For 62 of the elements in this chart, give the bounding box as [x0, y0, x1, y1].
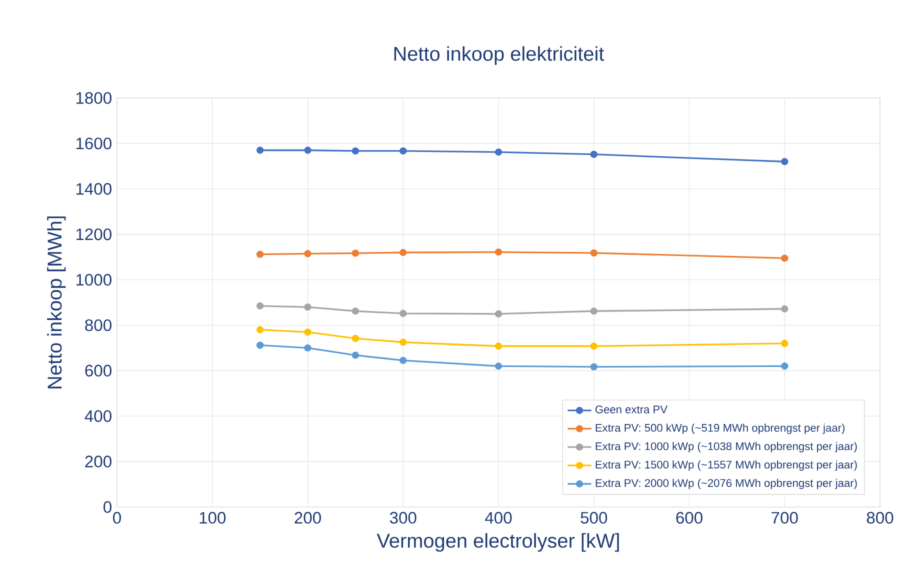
x-tick-label: 800: [866, 512, 894, 524]
point: [304, 146, 312, 154]
point: [304, 328, 312, 336]
point: [494, 342, 502, 350]
y-tick-label: 1800: [76, 92, 112, 104]
chart-title: Netto inkoop elektriciteit: [394, 46, 604, 65]
point: [494, 248, 502, 256]
y-tick-label: 1400: [76, 183, 112, 195]
point: [590, 249, 598, 257]
point: [256, 250, 264, 258]
y-tick-label: 1000: [76, 274, 112, 286]
y-tick-label: 800: [85, 319, 112, 332]
point: [256, 342, 264, 349]
point: [400, 310, 407, 318]
point: [494, 310, 502, 318]
point: [256, 302, 264, 310]
y-tick-label: 200: [85, 456, 112, 468]
point: [494, 148, 502, 156]
x-tick-label: 300: [390, 512, 416, 524]
point: [781, 254, 788, 262]
legend-label: Geen extra PV: [595, 406, 668, 414]
point: [304, 303, 312, 311]
x-tick-label: 200: [294, 512, 321, 524]
point: [590, 342, 598, 350]
point: [590, 363, 598, 370]
point: [781, 340, 788, 347]
x-tick-label: 0: [113, 512, 121, 524]
point: [256, 146, 264, 154]
y-tick-label: 1200: [76, 228, 112, 240]
point: [352, 334, 360, 342]
point: [352, 352, 360, 359]
y-tick-label: 400: [84, 410, 112, 422]
point: [781, 362, 788, 370]
y-tick-label: 1600: [76, 138, 112, 150]
point: [590, 150, 598, 158]
point: [352, 147, 360, 155]
point: [304, 344, 312, 352]
point: [590, 308, 598, 315]
legend-label: Extra PV: 1500 kWp (~1557 MWh opbrengst per jaar): [596, 460, 857, 471]
x-tick-label: 700: [772, 512, 798, 524]
x-tick-label: 600: [676, 512, 702, 524]
x-tick-label: 500: [580, 512, 608, 524]
legend-label: Extra PV: 2000 kWp (~2076 MWh opbrengst per jaar): [596, 478, 857, 490]
legend-label: Extra PV: 500 kWp (~519 MWh opbrengst per jaar): [596, 424, 845, 434]
point: [494, 362, 502, 370]
point: [352, 308, 360, 315]
point: [781, 305, 788, 312]
y-axis-title: Netto inkoop [MWh]: [47, 216, 66, 388]
point: [400, 147, 407, 155]
x-axis-title: Vermogen electrolyser [kW]: [376, 533, 619, 552]
point: [256, 326, 264, 334]
point: [400, 338, 407, 346]
y-tick-label: 600: [85, 364, 112, 377]
point: [304, 250, 312, 258]
legend-label: Extra PV: 1000 kWp (~1038 MWh opbrengst per jaar): [596, 442, 857, 452]
point: [400, 356, 407, 364]
point: [400, 248, 407, 256]
x-tick-label: 100: [200, 512, 226, 524]
point: [781, 158, 788, 166]
x-tick-label: 400: [485, 512, 512, 524]
point: [352, 250, 360, 257]
y-tick-label: 0: [104, 501, 112, 513]
